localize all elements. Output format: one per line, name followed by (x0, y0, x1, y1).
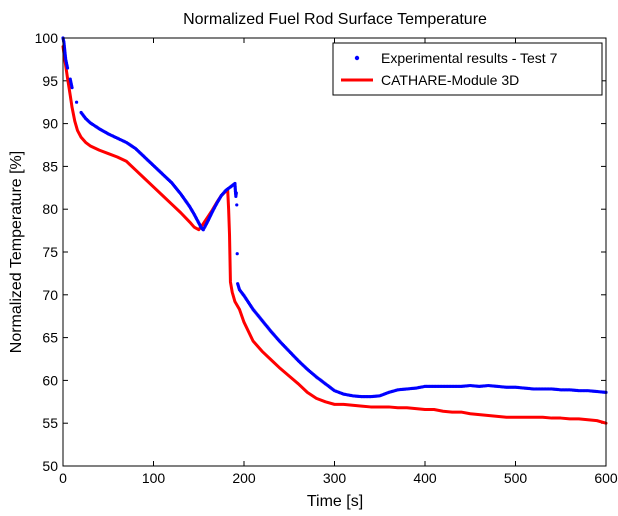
experimental-point (234, 191, 238, 195)
plot-series (61, 36, 608, 425)
y-tick-label: 80 (42, 201, 58, 217)
legend-marker-experimental (354, 55, 360, 61)
x-tick-label: 200 (232, 470, 256, 486)
legend-box (332, 42, 603, 96)
y-axis-ticks: 50 55 60 65 70 75 80 85 90 95 100 (35, 30, 606, 474)
legend: Experimental results - Test 7 CATHARE-Mo… (332, 42, 603, 96)
y-tick-label: 90 (42, 116, 58, 132)
y-tick-label: 60 (42, 372, 58, 388)
plot-area (63, 38, 606, 466)
x-tick-label: 100 (142, 470, 166, 486)
y-axis-label: Normalized Temperature [%] (8, 151, 25, 353)
y-tick-label: 55 (42, 415, 58, 431)
legend-label-cathare: CATHARE-Module 3D (381, 72, 519, 88)
x-tick-label: 400 (413, 470, 437, 486)
series-experimental-points (61, 36, 608, 399)
y-tick-label: 75 (42, 244, 58, 260)
y-tick-label: 65 (42, 330, 58, 346)
legend-label-experimental: Experimental results - Test 7 (381, 50, 558, 66)
experimental-point (235, 252, 239, 256)
x-axis-label: Time [s] (307, 493, 363, 510)
chart-title: Normalized Fuel Rod Surface Temperature (183, 11, 487, 28)
experimental-point (74, 100, 79, 104)
x-tick-label: 300 (323, 470, 347, 486)
x-axis-ticks: 0 100 200 300 400 500 600 (59, 38, 618, 486)
y-tick-label: 85 (42, 158, 58, 174)
series-line-cathare (61, 45, 608, 425)
y-tick-label: 95 (42, 73, 58, 89)
x-tick-label: 0 (59, 470, 67, 486)
plot-frame (62, 37, 607, 467)
y-tick-label: 70 (42, 287, 58, 303)
experimental-point (65, 66, 70, 70)
x-tick-label: 500 (504, 470, 528, 486)
y-tick-label: 50 (42, 458, 58, 474)
experimental-point (235, 203, 239, 207)
experimental-point (70, 86, 74, 90)
y-tick-label: 100 (35, 30, 59, 46)
x-tick-label: 600 (594, 470, 618, 486)
